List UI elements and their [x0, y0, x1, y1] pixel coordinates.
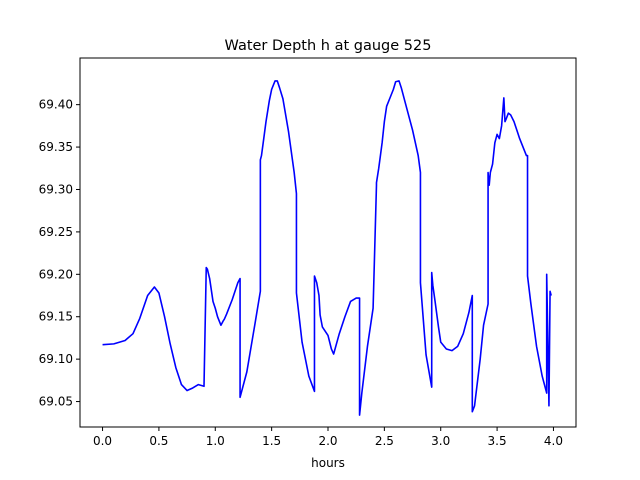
x-tick-label: 1.0 [206, 434, 225, 448]
x-tick-label: 4.0 [544, 434, 563, 448]
plot-area [102, 80, 552, 416]
y-tick-label: 69.05 [39, 395, 73, 409]
x-tick-label: 2.5 [375, 434, 394, 448]
y-tick-label: 69.10 [39, 352, 73, 366]
y-tick-label: 69.20 [39, 267, 73, 281]
x-tick-label: 0.5 [149, 434, 168, 448]
x-tick-label: 1.5 [262, 434, 281, 448]
x-tick-label: 3.0 [431, 434, 450, 448]
y-axis: 69.05 69.10 69.15 69.20 69.25 69.30 69.35 69.40 [39, 98, 80, 409]
x-tick-label: 0.0 [93, 434, 112, 448]
x-tick-label: 3.5 [488, 434, 507, 448]
series-line [102, 80, 552, 416]
y-tick-label: 69.40 [39, 98, 73, 112]
x-axis: 0.0 0.5 1.0 1.5 2.0 2.5 3.0 3.5 4.0 [93, 427, 563, 448]
y-tick-label: 69.25 [39, 225, 73, 239]
x-axis-label: hours [311, 456, 345, 470]
chart-title: Water Depth h at gauge 525 [225, 38, 432, 54]
y-tick-label: 69.30 [39, 182, 73, 196]
y-tick-label: 69.35 [39, 140, 73, 154]
series-group [102, 80, 552, 416]
y-tick-label: 69.15 [39, 310, 73, 324]
x-tick-label: 2.0 [318, 434, 337, 448]
